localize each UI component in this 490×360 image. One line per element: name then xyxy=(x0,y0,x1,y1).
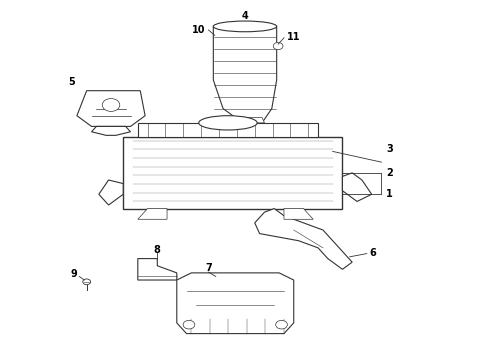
Circle shape xyxy=(273,42,283,50)
Text: 1: 1 xyxy=(386,189,393,199)
Text: 7: 7 xyxy=(205,262,212,273)
Polygon shape xyxy=(220,117,265,123)
Polygon shape xyxy=(92,126,130,135)
Text: 4: 4 xyxy=(242,11,248,21)
Polygon shape xyxy=(138,123,318,137)
Ellipse shape xyxy=(213,21,277,32)
Polygon shape xyxy=(284,208,313,219)
Text: 2: 2 xyxy=(386,168,393,178)
Ellipse shape xyxy=(222,118,263,127)
Text: 11: 11 xyxy=(287,32,300,42)
Text: 8: 8 xyxy=(154,245,161,255)
Circle shape xyxy=(183,320,195,329)
Polygon shape xyxy=(138,208,167,219)
Circle shape xyxy=(276,320,288,329)
Polygon shape xyxy=(343,173,372,202)
Text: 9: 9 xyxy=(70,269,77,279)
Text: 3: 3 xyxy=(386,144,393,154)
Polygon shape xyxy=(123,137,343,208)
Polygon shape xyxy=(255,208,352,269)
Polygon shape xyxy=(177,273,294,334)
Text: 5: 5 xyxy=(69,77,75,87)
Circle shape xyxy=(83,279,91,285)
Text: 10: 10 xyxy=(192,25,205,35)
Polygon shape xyxy=(99,180,123,205)
Text: 6: 6 xyxy=(369,248,376,258)
Polygon shape xyxy=(77,91,145,126)
Ellipse shape xyxy=(199,116,257,130)
Polygon shape xyxy=(138,258,177,280)
Polygon shape xyxy=(213,26,277,123)
Circle shape xyxy=(102,99,120,111)
